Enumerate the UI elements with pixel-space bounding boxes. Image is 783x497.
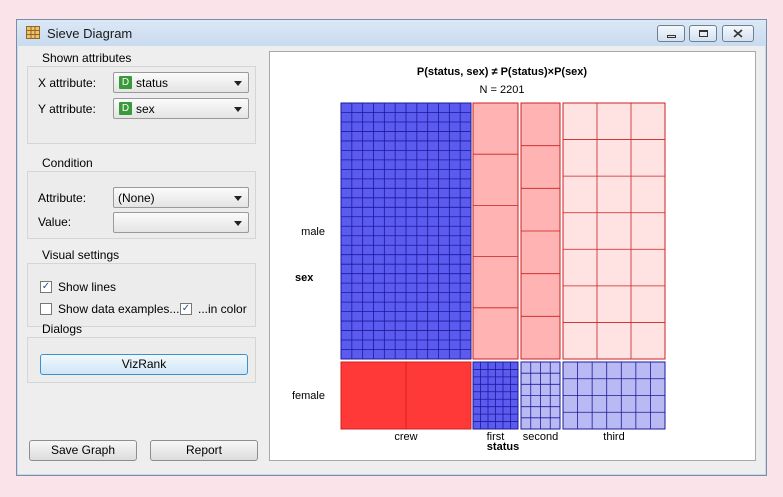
sieve-cell-male-third	[562, 102, 666, 360]
maximize-button[interactable]	[689, 25, 717, 42]
visual-settings-group: Visual settings ✓ Show lines Show data e…	[27, 248, 256, 327]
save-graph-button[interactable]: Save Graph	[29, 440, 137, 461]
shown-attributes-group: Shown attributes X attribute: D status Y…	[27, 51, 256, 144]
y-axis-title: sex	[295, 272, 314, 284]
discrete-type-icon: D	[119, 102, 132, 115]
sieve-diagram-icon	[26, 26, 40, 39]
x-attribute-label: X attribute:	[38, 76, 97, 90]
minimize-button[interactable]	[657, 25, 685, 42]
dialogs-title: Dialogs	[42, 322, 83, 336]
discrete-type-icon: D	[119, 76, 132, 89]
y-tick-label-male: male	[301, 226, 325, 238]
chevron-down-icon	[234, 81, 242, 86]
chevron-down-icon	[234, 221, 242, 226]
sieve-cell-male-second	[520, 102, 561, 360]
control-panel: Shown attributes X attribute: D status Y…	[17, 46, 267, 475]
close-button[interactable]	[722, 25, 754, 42]
visual-settings-title: Visual settings	[42, 248, 120, 262]
sieve-diagram-canvas: P(status, sex) ≠ P(status)×P(sex) N = 22…	[269, 51, 756, 461]
sieve-cell-female-first	[472, 361, 519, 430]
x-tick-label-crew: crew	[394, 431, 417, 443]
x-tick-label-third: third	[603, 431, 624, 443]
report-button[interactable]: Report	[150, 440, 258, 461]
sieve-cell-male-crew	[340, 102, 472, 360]
chart-title: P(status, sex) ≠ P(status)×P(sex)	[417, 66, 588, 78]
title-bar: Sieve Diagram	[17, 20, 766, 46]
y-tick-label-female: female	[292, 390, 325, 402]
sieve-cell-female-third	[562, 361, 666, 430]
x-attribute-value: status	[136, 76, 169, 90]
maximize-icon	[698, 30, 708, 37]
in-color-checkbox[interactable]: ✓	[180, 303, 192, 315]
condition-attribute-combo[interactable]: (None)	[113, 187, 249, 208]
chevron-down-icon	[234, 196, 242, 201]
show-lines-checkbox[interactable]: ✓	[40, 281, 52, 293]
close-icon	[733, 29, 743, 38]
sieve-cell-male-first	[472, 102, 519, 360]
vizrank-button[interactable]: VizRank	[40, 354, 248, 375]
minimize-icon	[666, 34, 676, 38]
show-lines-label: Show lines	[58, 280, 117, 294]
y-attribute-combo[interactable]: D sex	[113, 98, 249, 119]
window-title: Sieve Diagram	[47, 26, 133, 41]
chart-subtitle: N = 2201	[480, 84, 525, 96]
dialogs-group: Dialogs VizRank	[27, 322, 256, 383]
sieve-cell-female-crew	[340, 361, 472, 430]
y-attribute-label: Y attribute:	[38, 102, 96, 116]
sieve-diagram-window: Sieve Diagram Shown attributes X attribu…	[16, 19, 767, 476]
in-color-label: ...in color	[198, 302, 247, 316]
show-data-examples-label: Show data examples...	[58, 302, 180, 316]
x-attribute-combo[interactable]: D status	[113, 72, 249, 93]
sieve-cell-female-second	[520, 361, 561, 430]
x-tick-label-first: first	[487, 431, 505, 443]
condition-attribute-value: (None)	[118, 191, 155, 205]
condition-title: Condition	[42, 156, 93, 170]
condition-attribute-label: Attribute:	[38, 191, 87, 205]
condition-group: Condition Attribute: (None) Value:	[27, 156, 256, 239]
x-tick-label-second: second	[523, 431, 558, 443]
show-data-examples-checkbox[interactable]	[40, 303, 52, 315]
y-attribute-value: sex	[136, 102, 155, 116]
sieve-diagram-chart: P(status, sex) ≠ P(status)×P(sex) N = 22…	[292, 66, 666, 453]
chevron-down-icon	[234, 107, 242, 112]
shown-attributes-title: Shown attributes	[42, 51, 132, 65]
condition-value-label: Value:	[38, 215, 72, 229]
x-axis-title: status	[487, 441, 519, 453]
condition-value-combo[interactable]	[113, 212, 249, 233]
